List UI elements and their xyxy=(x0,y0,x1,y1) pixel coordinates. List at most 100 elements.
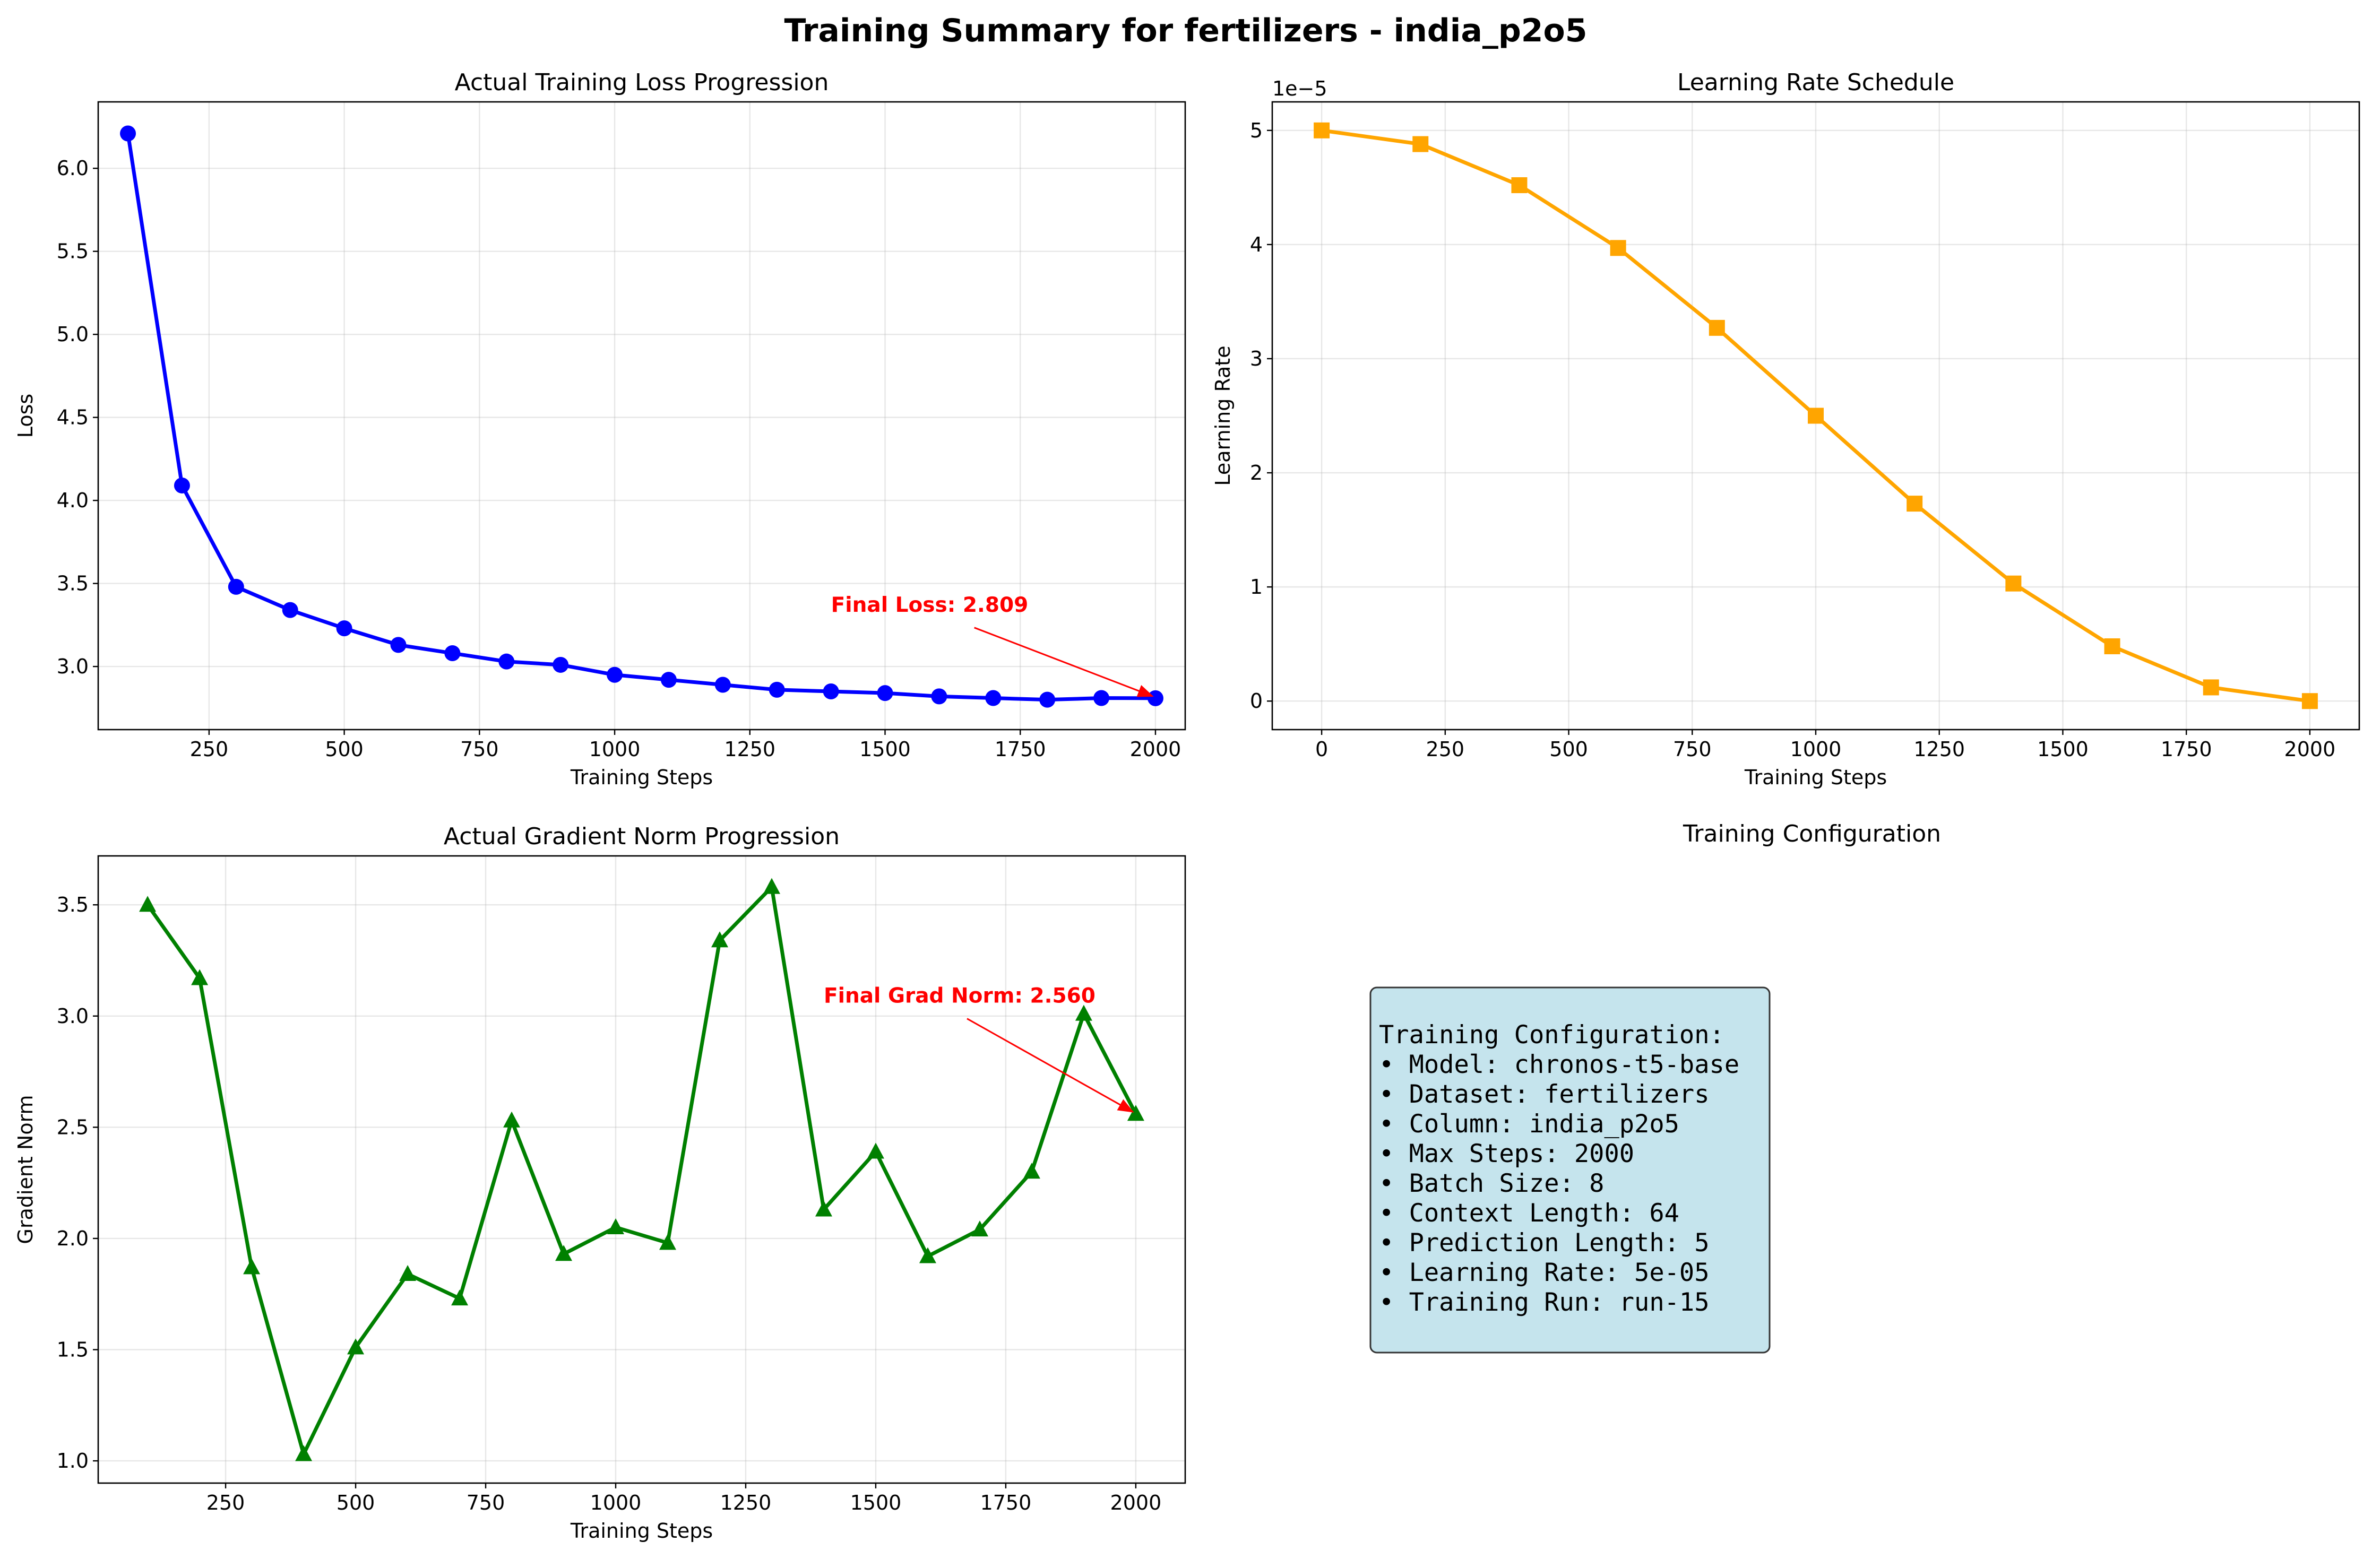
data-point xyxy=(823,683,839,700)
data-point xyxy=(931,688,947,705)
data-point xyxy=(120,125,136,142)
data-point xyxy=(282,602,298,618)
data-point xyxy=(1610,240,1626,256)
y-tick-label: 4 xyxy=(1250,233,1263,256)
loss-chart-panel: 250 500 750 1000 1250 1500 1750 2000 3.0 3.5 4.0 4.… xyxy=(14,69,1186,789)
data-point xyxy=(2301,693,2318,709)
config-line: • Context Length: 64 xyxy=(1379,1199,1679,1228)
y-tick-label: 3.5 xyxy=(57,893,89,916)
y-tick-label: 3.0 xyxy=(57,1004,89,1028)
data-point xyxy=(2203,679,2219,696)
annotation-label: Final Loss: 2.809 xyxy=(831,593,1029,617)
x-tick-label: 1500 xyxy=(2037,738,2089,761)
config-line: • Max Steps: 2000 xyxy=(1379,1139,1634,1168)
data-point xyxy=(985,690,1002,706)
y-tick-label: 3.5 xyxy=(57,572,89,595)
config-line: • Training Run: run-15 xyxy=(1379,1288,1710,1317)
data-point xyxy=(1093,690,1110,706)
x-tick-label: 250 xyxy=(1426,738,1465,761)
x-tick-label: 750 xyxy=(460,738,499,761)
data-point xyxy=(815,1200,832,1217)
x-tick-label: 1500 xyxy=(850,1491,902,1514)
x-tick-label: 0 xyxy=(1315,738,1328,761)
learning-rate-chart-panel: 0 250 500 750 1000 1250 1500 1750 2000 0 1 2 3 4 5 Lear… xyxy=(1211,69,2360,789)
config-panel-title: Training Configuration xyxy=(1683,820,1941,847)
data-point xyxy=(228,578,244,595)
data-point xyxy=(347,1338,365,1355)
config-panel: Training Configuration Training Configur… xyxy=(1369,820,1941,1354)
axes-frame xyxy=(1271,101,2360,731)
gradient-norm-chart-panel: 250 500 750 1000 1250 1500 1750 2000 1.0 1.5 2.0 2.… xyxy=(14,823,1186,1543)
x-tick-label: 500 xyxy=(1549,738,1588,761)
x-tick-label: 1000 xyxy=(1790,738,1842,761)
x-tick-label: 1250 xyxy=(724,738,775,761)
config-line: • Prediction Length: 5 xyxy=(1379,1228,1710,1258)
data-point xyxy=(660,672,677,688)
data-point xyxy=(451,1289,469,1306)
data-point xyxy=(243,1258,261,1275)
data-point xyxy=(191,969,209,985)
figure-title: Training Summary for fertilizers - india… xyxy=(784,12,1588,49)
series-line xyxy=(126,133,1155,702)
y-tick-label: 2 xyxy=(1250,461,1263,484)
data-point xyxy=(295,1445,313,1461)
data-point xyxy=(769,681,785,698)
x-tick-label: 500 xyxy=(337,1491,375,1514)
annotation-arrow xyxy=(974,627,1154,697)
y-offset-label: 1e−5 xyxy=(1272,77,1327,100)
y-tick-label: 1.0 xyxy=(57,1449,89,1472)
data-point xyxy=(1075,1004,1092,1021)
x-tick-label: 1250 xyxy=(720,1491,772,1514)
data-point xyxy=(503,1111,521,1128)
config-line: • Model: chronos-t5-base xyxy=(1379,1050,1739,1079)
config-line: Training Configuration: xyxy=(1379,1020,1724,1050)
config-line: • Batch Size: 8 xyxy=(1379,1169,1604,1198)
data-point xyxy=(919,1247,936,1263)
y-tick-label: 5 xyxy=(1250,119,1263,142)
data-point xyxy=(555,1245,573,1261)
y-tick-label: 6.0 xyxy=(57,157,89,180)
data-point xyxy=(1808,408,1824,424)
x-tick-label: 1000 xyxy=(589,738,641,761)
data-point xyxy=(1511,177,1528,194)
data-point xyxy=(1907,496,1923,512)
axes-frame xyxy=(97,855,1186,1484)
data-point xyxy=(971,1220,988,1237)
x-tick-label: 750 xyxy=(467,1491,505,1514)
y-axis-label: Loss xyxy=(14,394,37,438)
y-tick-label: 3 xyxy=(1250,347,1263,370)
data-point xyxy=(1314,122,1330,138)
data-point xyxy=(1412,136,1429,152)
series-line xyxy=(146,885,1138,1457)
y-tick-label: 5.5 xyxy=(57,240,89,263)
chart-title: Actual Gradient Norm Progression xyxy=(444,823,840,850)
x-tick-label: 250 xyxy=(190,738,229,761)
y-tick-label: 0 xyxy=(1250,689,1263,713)
data-point xyxy=(444,645,461,662)
x-tick-label: 250 xyxy=(206,1491,245,1514)
y-tick-label: 1.5 xyxy=(57,1338,89,1362)
y-tick-label: 3.0 xyxy=(57,655,89,678)
data-point xyxy=(711,931,728,948)
data-point xyxy=(1709,319,1725,336)
annotation-label: Final Grad Norm: 2.560 xyxy=(824,984,1096,1008)
y-tick-label: 2.5 xyxy=(57,1115,89,1139)
y-tick-label: 4.5 xyxy=(57,406,89,429)
x-tick-label: 2000 xyxy=(2284,738,2336,761)
y-axis-label: Gradient Norm xyxy=(14,1095,37,1244)
x-tick-label: 500 xyxy=(325,738,364,761)
data-point xyxy=(498,653,515,670)
y-tick-label: 4.0 xyxy=(57,489,89,512)
x-tick-label: 2000 xyxy=(1110,1491,1162,1514)
chart-title: Learning Rate Schedule xyxy=(1677,69,1954,96)
data-point xyxy=(553,656,569,673)
data-point xyxy=(1023,1163,1040,1179)
config-line: • Learning Rate: 5e-05 xyxy=(1379,1258,1710,1287)
axes-frame xyxy=(97,101,1186,731)
config-box xyxy=(1369,986,1771,1354)
x-tick-label: 2000 xyxy=(1130,738,1181,761)
x-tick-label: 1750 xyxy=(980,1491,1032,1514)
data-point xyxy=(2005,575,2022,592)
chart-title: Actual Training Loss Progression xyxy=(455,69,829,96)
y-tick-label: 2.0 xyxy=(57,1227,89,1250)
